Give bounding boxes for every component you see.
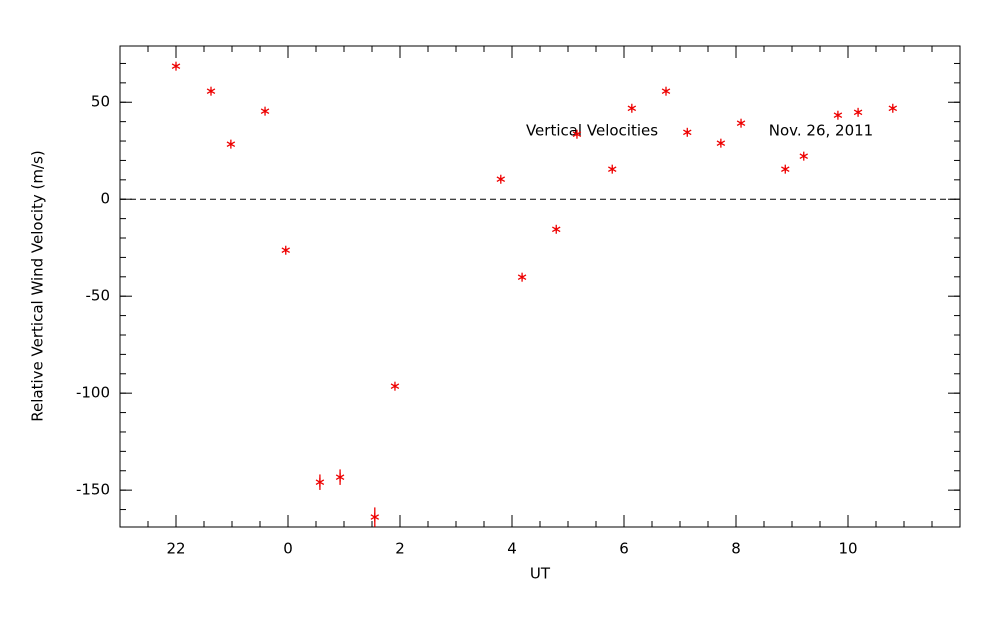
point xyxy=(390,381,400,391)
asterisk-stroke xyxy=(627,105,637,112)
asterisk-stroke xyxy=(781,166,790,172)
x-axis-label: UT xyxy=(530,565,551,583)
asterisk-stroke xyxy=(683,129,692,136)
asterisk-stroke xyxy=(315,479,325,486)
point xyxy=(370,512,380,522)
asterisk-stroke xyxy=(799,153,808,159)
point xyxy=(226,139,236,149)
asterisk-stroke xyxy=(281,247,290,254)
annotation: Nov. 26, 2011 xyxy=(769,122,873,140)
x-tick-label: 4 xyxy=(507,540,517,558)
point xyxy=(627,103,637,113)
asterisk-stroke xyxy=(517,274,527,281)
asterisk-stroke xyxy=(716,140,726,146)
point xyxy=(496,174,506,184)
asterisk-stroke xyxy=(390,383,400,390)
point xyxy=(206,86,216,96)
y-tick-label: 50 xyxy=(91,93,110,111)
point xyxy=(853,107,863,117)
asterisk-stroke xyxy=(226,141,236,147)
point xyxy=(716,138,726,148)
asterisk-stroke xyxy=(736,120,746,127)
asterisk-stroke xyxy=(853,109,863,116)
asterisk-stroke xyxy=(661,88,671,95)
point xyxy=(781,164,790,174)
asterisk-stroke xyxy=(260,108,270,114)
y-tick-label: -100 xyxy=(76,384,110,402)
asterisk-stroke xyxy=(171,63,181,69)
y-tick-label: -150 xyxy=(76,481,110,499)
point xyxy=(572,129,582,139)
point xyxy=(260,106,270,116)
asterisk-stroke xyxy=(206,88,216,95)
point xyxy=(552,224,561,234)
point xyxy=(608,164,617,174)
asterisk-stroke xyxy=(552,226,561,233)
point xyxy=(171,61,181,71)
point xyxy=(736,118,746,128)
asterisk-stroke xyxy=(608,166,617,172)
x-tick-label: 8 xyxy=(731,540,741,558)
point xyxy=(799,151,808,161)
y-tick-label: -50 xyxy=(86,287,111,305)
asterisk-stroke xyxy=(496,176,506,183)
y-tick-label: 0 xyxy=(100,190,110,208)
asterisk-stroke xyxy=(888,105,898,112)
x-tick-label: 2 xyxy=(395,540,405,558)
point xyxy=(661,86,671,96)
annotation: Vertical Velocities xyxy=(526,122,658,140)
x-tick-label: 0 xyxy=(283,540,293,558)
point xyxy=(281,245,290,255)
point xyxy=(517,272,527,282)
point xyxy=(833,110,843,120)
x-tick-label: 22 xyxy=(166,540,185,558)
asterisk-stroke xyxy=(833,112,843,119)
asterisk-stroke xyxy=(335,474,345,480)
point xyxy=(335,472,345,482)
plot-frame xyxy=(119,45,961,528)
asterisk-stroke xyxy=(572,131,582,138)
point xyxy=(315,477,325,487)
asterisk-stroke xyxy=(370,514,380,520)
y-axis-label: Relative Vertical Wind Velocity (m/s) xyxy=(29,150,47,421)
x-tick-label: 10 xyxy=(838,540,857,558)
x-tick-label: 6 xyxy=(619,540,629,558)
point xyxy=(888,103,898,113)
point xyxy=(683,127,692,137)
